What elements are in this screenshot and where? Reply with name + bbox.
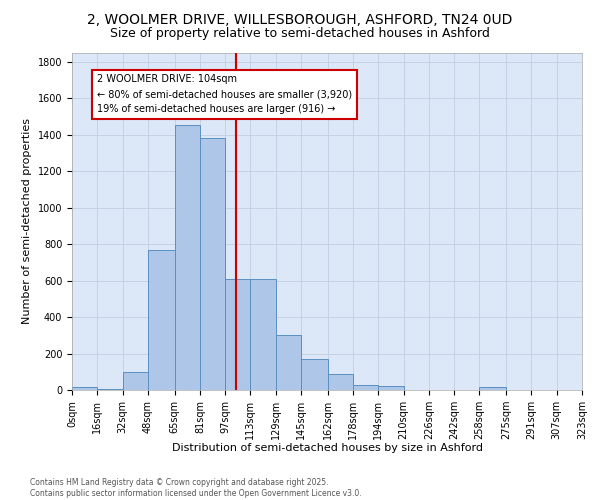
Bar xyxy=(175,126,200,390)
Bar xyxy=(301,359,328,390)
Bar xyxy=(479,388,506,390)
Bar xyxy=(122,372,148,390)
Bar xyxy=(200,138,225,390)
Bar xyxy=(379,386,404,390)
Text: 2, WOOLMER DRIVE, WILLESBOROUGH, ASHFORD, TN24 0UD: 2, WOOLMER DRIVE, WILLESBOROUGH, ASHFORD… xyxy=(88,12,512,26)
Text: Contains HM Land Registry data © Crown copyright and database right 2025.
Contai: Contains HM Land Registry data © Crown c… xyxy=(30,478,362,498)
Text: 2 WOOLMER DRIVE: 104sqm
← 80% of semi-detached houses are smaller (3,920)
19% of: 2 WOOLMER DRIVE: 104sqm ← 80% of semi-de… xyxy=(97,74,352,114)
Bar xyxy=(97,389,122,390)
Y-axis label: Number of semi-detached properties: Number of semi-detached properties xyxy=(22,118,32,324)
X-axis label: Distribution of semi-detached houses by size in Ashford: Distribution of semi-detached houses by … xyxy=(172,444,482,454)
Bar xyxy=(148,250,175,390)
Bar xyxy=(225,278,250,390)
Bar xyxy=(72,388,97,390)
Text: Size of property relative to semi-detached houses in Ashford: Size of property relative to semi-detach… xyxy=(110,28,490,40)
Bar xyxy=(328,374,353,390)
Bar xyxy=(250,278,275,390)
Bar xyxy=(353,384,379,390)
Bar xyxy=(275,336,301,390)
